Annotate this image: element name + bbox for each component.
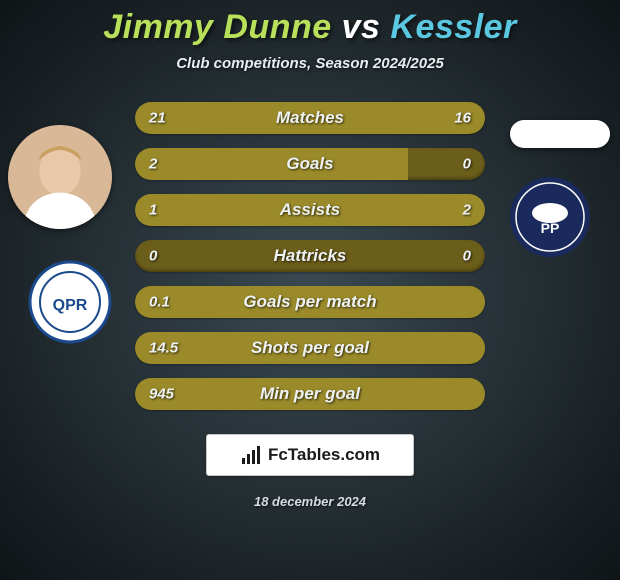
stat-bar: 0.1 Goals per match	[135, 286, 485, 318]
stat-bar: 14.5 Shots per goal	[135, 332, 485, 364]
qpr-crest-svg: QPR	[28, 260, 112, 344]
player2-name: Kessler	[390, 8, 516, 46]
stat-value-left: 945	[149, 386, 174, 403]
stat-bar: 0 Hattricks 0	[135, 240, 485, 272]
subtitle: Club competitions, Season 2024/2025	[176, 55, 444, 72]
stat-value-right: 0	[463, 248, 471, 265]
date-label: 18 december 2024	[254, 494, 366, 509]
stat-label: Hattricks	[274, 246, 347, 266]
brand-text: FcTables.com	[268, 445, 380, 465]
svg-text:QPR: QPR	[53, 297, 88, 314]
stat-bar-fill-left	[135, 148, 408, 180]
stat-label: Matches	[276, 108, 344, 128]
main-content: Jimmy Dunne vs Kessler Club competitions…	[0, 0, 620, 580]
stat-label: Goals	[286, 154, 333, 174]
stat-value-left: 14.5	[149, 340, 178, 357]
svg-text:PP: PP	[541, 220, 560, 236]
stat-label: Goals per match	[243, 292, 376, 312]
stat-value-right: 2	[463, 202, 471, 219]
stat-bar: 2 Goals 0	[135, 148, 485, 180]
stat-bar: 1 Assists 2	[135, 194, 485, 226]
stat-value-left: 21	[149, 110, 166, 127]
stat-value-left: 0.1	[149, 294, 170, 311]
player1-name: Jimmy Dunne	[103, 8, 331, 46]
pne-crest-svg: PP	[508, 175, 592, 259]
stat-label: Shots per goal	[251, 338, 369, 358]
stat-value-left: 1	[149, 202, 157, 219]
stat-label: Min per goal	[260, 384, 360, 404]
stats-bars-container: 21 Matches 16 2 Goals 0 1 Assists 2 0 Hattricks 0 0.…	[135, 102, 485, 410]
stat-value-left: 0	[149, 248, 157, 265]
brand-logo-icon	[240, 444, 262, 466]
stat-value-right: 0	[463, 156, 471, 173]
stat-bar: 21 Matches 16	[135, 102, 485, 134]
brand-badge[interactable]: FcTables.com	[206, 434, 414, 476]
page-title: Jimmy Dunne vs Kessler	[103, 8, 517, 47]
stat-value-left: 2	[149, 156, 157, 173]
stat-bar: 945 Min per goal	[135, 378, 485, 410]
stat-value-right: 16	[454, 110, 471, 127]
vs-label: vs	[342, 8, 381, 46]
stat-label: Assists	[280, 200, 340, 220]
player2-club-crest: PP	[508, 175, 592, 259]
player1-avatar	[8, 125, 112, 229]
player1-avatar-svg	[8, 125, 112, 229]
player1-club-crest: QPR	[28, 260, 112, 344]
player2-avatar	[510, 120, 610, 148]
